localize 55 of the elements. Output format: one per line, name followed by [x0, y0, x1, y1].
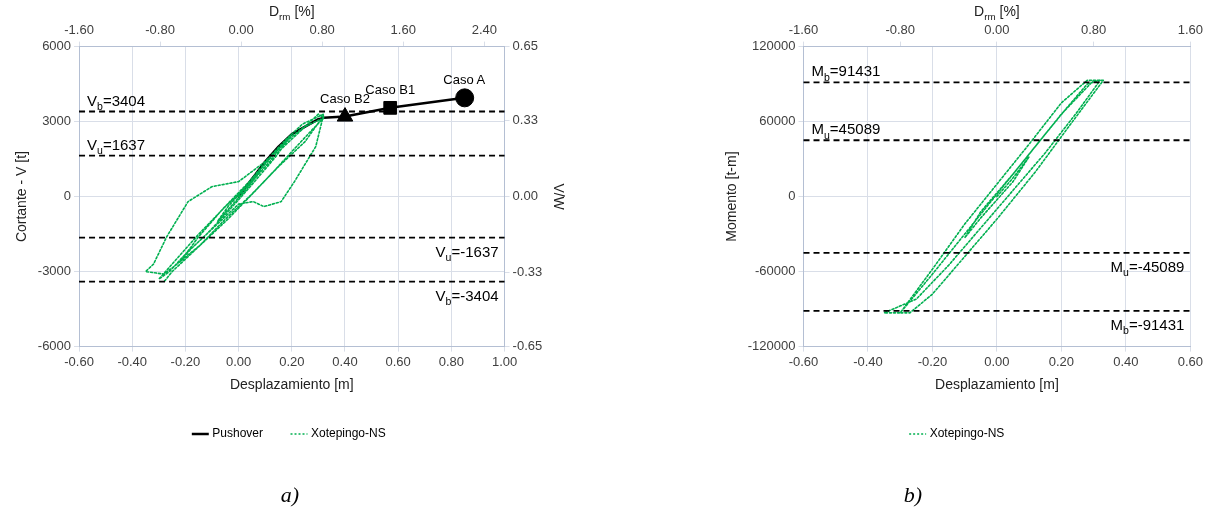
x2-tick-label: -1.60 [64, 22, 94, 38]
legend-label: Xotepingo-NS [310, 426, 386, 441]
y-axis-title: Momento [t-m] [723, 151, 740, 242]
x2-tick-label: 1.60 [390, 22, 416, 38]
y-tick-label: 3000 [42, 113, 72, 129]
x-tick-label: 0.60 [1177, 353, 1204, 369]
y-axis-title: Cortante - V [t] [13, 151, 30, 243]
x-tick-label: 0.00 [984, 353, 1010, 369]
x-tick-label: 0.20 [1048, 353, 1075, 369]
y2-tick-label: 0.33 [512, 112, 538, 128]
y-tick-label: -120000 [747, 338, 796, 354]
y-tick-label: 60000 [759, 113, 796, 129]
x-tick-label: 0.20 [279, 353, 305, 369]
x-tick-label: 0.60 [385, 353, 411, 369]
text: a) [279, 482, 301, 508]
x-tick-label: -0.60 [788, 353, 819, 369]
x-tick-label: -0.40 [853, 353, 883, 369]
x2-tick-label: 1.60 [1177, 22, 1204, 38]
x-tick-label: -0.60 [64, 353, 94, 369]
y2-tick-label: -0.33 [512, 264, 543, 280]
x2-tick-label: 0.80 [1080, 22, 1107, 38]
y-tick-label: 0 [788, 188, 796, 204]
x-tick-label: 1.00 [491, 353, 518, 369]
legend-label: Pushover [212, 426, 263, 441]
x-tick-label: -0.40 [117, 353, 148, 369]
legend-label: Xotepingo-NS [929, 426, 1005, 441]
line-series [883, 79, 1105, 314]
y-tick-label: -60000 [755, 263, 796, 279]
x-axis-title: Desplazamiento [m] [229, 376, 354, 393]
x2-tick-label: 0.80 [309, 22, 335, 38]
x-tick-label: -0.20 [170, 353, 201, 369]
x2-tick-label: -1.60 [788, 22, 819, 38]
y2-tick-label: -0.65 [512, 338, 543, 354]
y-tick-label: -6000 [37, 338, 72, 354]
x2-tick-label: 2.40 [471, 22, 497, 38]
annotation: Caso A [443, 71, 486, 87]
line-series [144, 113, 325, 283]
y-tick-label: -3000 [37, 263, 72, 279]
x-tick-label: 0.80 [438, 353, 465, 369]
x-tick-label: 0.40 [1113, 353, 1139, 369]
x-tick-label: 0.40 [332, 353, 358, 369]
y2-tick-label: 0.65 [512, 38, 538, 54]
x2-tick-label: -0.80 [885, 22, 916, 38]
y2-axis-title: V/W [550, 183, 567, 211]
y-tick-label: 120000 [752, 38, 796, 54]
y2-tick-label: 0.00 [512, 188, 538, 204]
x2-tick-label: 0.00 [228, 22, 254, 38]
x-tick-label: -0.20 [917, 353, 948, 369]
x2-tick-label: -0.80 [145, 22, 175, 38]
y-tick-label: 0 [63, 188, 72, 204]
x2-tick-label: 0.00 [984, 22, 1010, 38]
x-tick-label: 0.00 [225, 353, 252, 369]
y-tick-label: 6000 [42, 38, 72, 54]
x-axis-title: Desplazamiento [m] [935, 376, 1059, 393]
text: b) [902, 482, 924, 508]
